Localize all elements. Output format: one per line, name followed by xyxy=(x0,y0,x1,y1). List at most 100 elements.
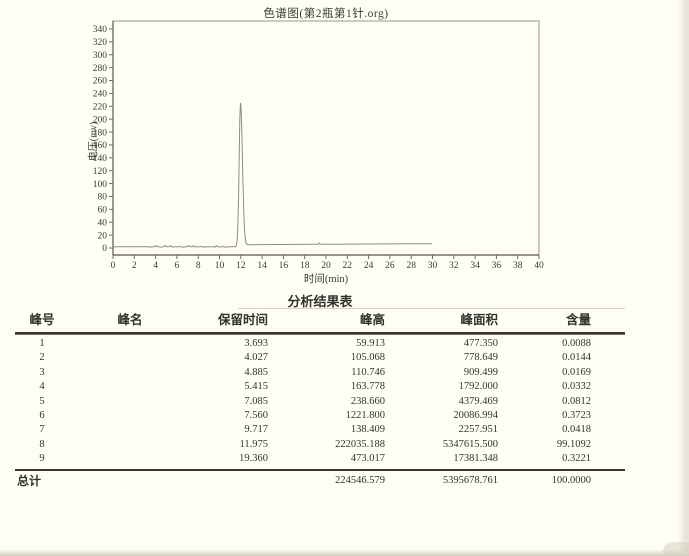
x-tick-label: 20 xyxy=(321,261,331,271)
y-tick-label: 120 xyxy=(93,167,108,177)
table-header-rule xyxy=(15,332,625,335)
total-content: 100.0000 xyxy=(551,475,591,486)
y-tick-label: 80 xyxy=(98,193,108,203)
cell-col3: 1221.800 xyxy=(345,409,385,421)
cell-col2: 11.975 xyxy=(239,438,269,450)
x-tick-label: 22 xyxy=(343,261,353,271)
x-tick-label: 36 xyxy=(492,261,502,271)
cell-col5: 0.0418 xyxy=(562,424,591,436)
x-tick-label: 2 xyxy=(132,261,137,271)
cell-col4: 17381.348 xyxy=(453,453,498,465)
cell-col0: 7 xyxy=(39,424,45,436)
cell-col2: 4.885 xyxy=(244,366,268,378)
chromatogram-chart: 色谱图(第2瓶第1针.org) 0 20 40 60 80 100 120 140 160 180… xyxy=(89,8,545,285)
y-tick-label: 200 xyxy=(93,115,108,125)
y-tick-label: 300 xyxy=(93,51,108,61)
x-tick-label: 32 xyxy=(449,261,459,271)
x-tick-label: 34 xyxy=(470,261,480,271)
y-tick-label: 220 xyxy=(93,102,108,112)
x-tick-label: 40 xyxy=(534,261,544,271)
cell-col2: 4.027 xyxy=(244,352,268,364)
cell-col3: 59.913 xyxy=(356,338,385,349)
cell-col2: 9.717 xyxy=(244,424,268,436)
x-tick-label: 16 xyxy=(279,261,289,271)
x-tick-label: 8 xyxy=(196,261,201,271)
cell-col5: 0.0332 xyxy=(562,381,591,393)
y-tick-label: 260 xyxy=(93,77,108,87)
x-tick-label: 18 xyxy=(300,261,310,271)
total-label: 总计 xyxy=(17,474,42,488)
cell-col5: 0.0088 xyxy=(562,338,591,349)
cell-col0: 8 xyxy=(39,438,45,450)
y-tick-label: 280 xyxy=(93,64,108,74)
cell-col5: 99.1092 xyxy=(556,438,591,450)
total-peak-area: 5395678.761 xyxy=(442,475,498,486)
y-tick-label: 320 xyxy=(93,38,108,48)
page-edge-shadow-corner xyxy=(663,542,689,556)
page-edge-shadow-bottom xyxy=(0,549,689,556)
cell-col4: 5347615.500 xyxy=(442,438,498,450)
cell-col2: 7.085 xyxy=(244,395,268,407)
x-tick-label: 30 xyxy=(428,261,438,271)
column-header-1: 峰名 xyxy=(117,313,143,327)
cell-col0: 5 xyxy=(39,395,45,407)
cell-col5: 0.3221 xyxy=(562,453,591,465)
cell-col0: 9 xyxy=(39,453,45,465)
table-row: 8 11.975 222035.188 5347615.500 99.1092 xyxy=(0,438,689,452)
cell-col4: 2257.951 xyxy=(458,424,498,436)
total-peak-height: 224546.579 xyxy=(335,475,385,486)
cell-col3: 138.409 xyxy=(350,424,385,436)
cell-col4: 20086.994 xyxy=(453,409,498,421)
cell-col2: 5.415 xyxy=(244,381,268,393)
x-tick-label: 14 xyxy=(257,261,267,271)
y-tick-label: 100 xyxy=(93,180,108,190)
column-header-2: 保留时间 xyxy=(217,313,268,327)
cell-col3: 238.660 xyxy=(350,395,385,407)
chromatogram-trace xyxy=(112,102,433,248)
table-row: 6 7.560 1221.800 20086.994 0.3723 xyxy=(0,409,689,423)
table-total-row: 总计 224546.579 5395678.761 100.0000 xyxy=(0,473,689,489)
cell-col3: 105.068 xyxy=(350,352,385,364)
x-tick-label: 6 xyxy=(175,261,180,271)
cell-col3: 110.746 xyxy=(351,366,385,378)
chart-title: 色谱图(第2瓶第1针.org) xyxy=(263,8,389,20)
cell-col3: 473.017 xyxy=(350,453,385,465)
column-header-3: 峰高 xyxy=(359,313,385,327)
cell-col0: 1 xyxy=(39,338,45,349)
page-edge-shadow-right xyxy=(678,0,689,556)
table-body: 1 3.693 59.913 477.350 0.0088 2 4.027 105.068 77… xyxy=(0,337,689,467)
table-header-row: 峰号 峰名 保留时间 峰高 峰面积 含量 xyxy=(0,309,689,332)
x-tick-label: 12 xyxy=(236,261,246,271)
y-tick-label: 40 xyxy=(98,218,108,228)
cell-col4: 477.350 xyxy=(463,338,498,349)
column-header-0: 峰号 xyxy=(29,313,55,327)
column-header-4: 峰面积 xyxy=(460,313,498,327)
cell-col4: 778.649 xyxy=(463,352,498,364)
cell-col0: 2 xyxy=(39,352,45,364)
x-tick-label: 26 xyxy=(385,261,395,271)
table-row: 4 5.415 163.778 1792.000 0.0332 xyxy=(0,380,689,394)
cell-col5: 0.0812 xyxy=(562,395,591,407)
table-row: 9 19.360 473.017 17381.348 0.3221 xyxy=(0,452,689,466)
cell-col3: 222035.188 xyxy=(335,438,385,450)
table-row: 3 4.885 110.746 909.499 0.0169 xyxy=(0,366,689,380)
table-row: 2 4.027 105.068 778.649 0.0144 xyxy=(0,351,689,365)
y-tick-label: 180 xyxy=(93,128,108,138)
y-tick-label: 340 xyxy=(93,25,108,35)
y-tick-label: 20 xyxy=(98,231,108,241)
y-tick-label: 160 xyxy=(93,141,108,151)
y-tick-label: 0 xyxy=(102,244,107,254)
cell-col5: 0.0169 xyxy=(562,366,591,378)
cell-col5: 0.3723 xyxy=(562,409,591,421)
table-row: 1 3.693 59.913 477.350 0.0088 xyxy=(0,337,689,351)
y-tick-label: 60 xyxy=(98,206,108,216)
cell-col3: 163.778 xyxy=(350,381,385,393)
x-tick-label: 10 xyxy=(215,261,225,271)
chromatogram-svg: 0204060801001201401601802002202402602803… xyxy=(93,20,544,271)
cell-col0: 4 xyxy=(39,381,45,393)
cell-col4: 909.499 xyxy=(463,366,498,378)
x-tick-label: 28 xyxy=(406,261,416,271)
cell-col2: 19.360 xyxy=(239,453,268,465)
